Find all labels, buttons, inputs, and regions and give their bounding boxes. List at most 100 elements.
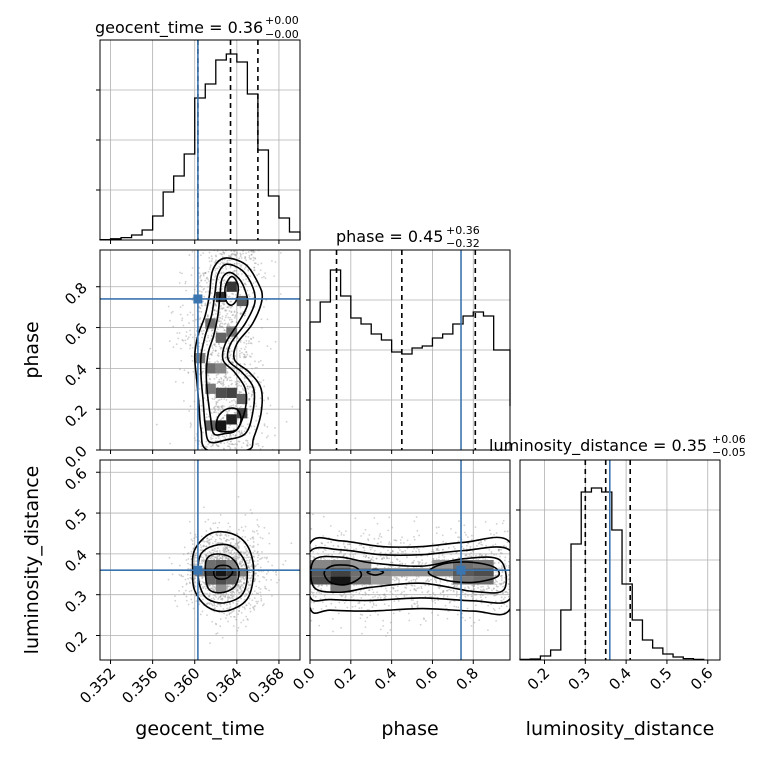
panel-phase-vs-geocent-time-sample-point: [149, 347, 152, 350]
panel-distance-vs-phase-sample-point: [322, 550, 325, 553]
panel-phase-vs-geocent-time-sample-point: [218, 407, 220, 409]
panel-distance-vs-phase-sample-point: [492, 587, 495, 590]
panel-phase-vs-geocent-time-sample-point: [239, 312, 242, 315]
panel-phase-vs-geocent-time-sample-point: [234, 254, 237, 257]
panel-phase-vs-geocent-time-sample-point: [206, 446, 208, 448]
panel-phase-vs-geocent-time-sample-point: [202, 329, 205, 332]
panel-distance-vs-geocent-time-density-cell-2: [226, 560, 237, 569]
ytick-label-luminosity-distance-3: 0.5: [61, 505, 91, 535]
panel-distance-vs-geocent-time-sample-point: [243, 578, 246, 581]
panel-phase-vs-geocent-time-sample-point: [191, 250, 194, 253]
panel-distance-vs-geocent-time-sample-point: [256, 559, 259, 562]
panel-distance-vs-phase-sample-point: [310, 619, 313, 622]
panel-distance-vs-phase-sample-point: [484, 520, 487, 523]
panel-distance-vs-phase-sample-point: [329, 524, 332, 527]
panel-phase-vs-geocent-time-sample-point: [241, 387, 244, 390]
panel-phase-vs-geocent-time-sample-point: [205, 445, 207, 448]
panel-distance-vs-phase-sample-point: [376, 564, 379, 567]
panel-distance-vs-geocent-time-sample-point: [243, 582, 245, 585]
panel-phase-vs-geocent-time-sample-point: [234, 315, 237, 318]
panel-distance-vs-geocent-time-sample-point: [211, 542, 214, 545]
panel-distance-vs-geocent-time-sample-point: [225, 617, 227, 619]
panel-distance-vs-geocent-time-sample-point: [199, 613, 202, 616]
panel-distance-vs-phase-sample-point: [321, 584, 324, 587]
panel-distance-vs-phase-sample-point: [419, 561, 421, 564]
panel-distance-vs-phase-sample-point: [499, 575, 502, 578]
panel-distance-vs-phase-sample-point: [452, 545, 455, 548]
panel-distance-vs-phase-sample-point: [382, 593, 385, 596]
panel-phase-vs-geocent-time-sample-point: [226, 312, 229, 315]
panel-distance-vs-phase-sample-point: [364, 528, 367, 531]
panel-distance-vs-phase-sample-point: [464, 595, 467, 598]
panel-distance-vs-phase-sample-point: [393, 576, 396, 579]
panel-phase-vs-geocent-time-sample-point: [229, 316, 232, 319]
panel-distance-vs-geocent-time-sample-point: [189, 582, 191, 585]
panel-phase-vs-geocent-time-sample-point: [213, 405, 216, 408]
panel-distance-vs-phase-sample-point: [375, 557, 378, 560]
panel-phase-vs-geocent-time-sample-point: [210, 352, 213, 355]
panel-distance-vs-phase-sample-point: [338, 601, 341, 604]
panel-distance-vs-phase-sample-point: [371, 556, 374, 559]
panel-distance-vs-phase-sample-point: [367, 589, 370, 592]
panel-distance-vs-geocent-time-sample-point: [200, 583, 202, 586]
panel-phase-vs-geocent-time-sample-point: [239, 405, 242, 408]
panel-distance-vs-geocent-time-sample-point: [229, 552, 232, 555]
panel-phase-vs-geocent-time-sample-point: [203, 287, 206, 290]
panel-phase-vs-geocent-time-sample-point: [228, 405, 231, 408]
panel-distance-vs-geocent-time-sample-point: [229, 587, 231, 590]
panel-distance-vs-phase-contour-4: [427, 561, 501, 584]
panel-distance-vs-phase-sample-point: [390, 587, 393, 589]
panel-distance-vs-phase-sample-point: [414, 580, 417, 583]
panel-distance-vs-geocent-time-sample-point: [248, 551, 251, 554]
panel-distance-vs-geocent-time-sample-point: [210, 602, 212, 605]
panel-phase-vs-geocent-time-sample-point: [235, 293, 237, 296]
panel-phase-vs-geocent-time-sample-point: [249, 385, 251, 388]
panel-distance-vs-phase-sample-point: [471, 595, 474, 597]
panel-distance-vs-geocent-time-sample-point: [249, 577, 252, 580]
panel-distance-vs-geocent-time-sample-point: [214, 622, 217, 625]
panel-phase-vs-geocent-time-sample-point: [223, 329, 226, 331]
panel-distance-vs-geocent-time-sample-point: [226, 586, 229, 589]
panel-phase-vs-geocent-time-sample-point: [244, 370, 247, 373]
panel-distance-vs-phase-sample-point: [485, 588, 488, 590]
panel-distance-vs-geocent-time-sample-point: [250, 512, 253, 515]
panel-distance-vs-geocent-time-sample-point: [265, 572, 268, 575]
panel-phase-vs-geocent-time-sample-point: [223, 435, 226, 438]
panel-phase-vs-geocent-time-sample-point: [220, 272, 223, 275]
panel-distance-vs-phase-sample-point: [369, 548, 372, 551]
panel-distance-vs-phase-sample-point: [417, 586, 420, 589]
panel-phase-vs-geocent-time-sample-point: [239, 356, 242, 359]
panel-phase-vs-geocent-time-sample-point: [236, 251, 239, 254]
panel-distance-vs-phase-sample-point: [467, 536, 469, 538]
panel-distance-vs-geocent-time-sample-point: [202, 545, 205, 548]
panel-distance-vs-geocent-time-sample-point: [238, 585, 241, 588]
panel-distance-vs-geocent-time-sample-point: [211, 603, 214, 606]
panel-distance-vs-phase-sample-point: [391, 526, 394, 529]
panel-phase-vs-geocent-time-sample-point: [199, 276, 201, 279]
svg-text:−0.32: −0.32: [446, 237, 480, 250]
panel-distance-vs-phase-sample-point: [433, 599, 436, 602]
panel-phase-vs-geocent-time-sample-point: [239, 434, 241, 436]
panel-distance-vs-geocent-time-sample-point: [227, 597, 229, 600]
svg-text:−0.05: −0.05: [712, 446, 746, 459]
panel-distance-vs-phase-sample-point: [380, 558, 383, 561]
panel-distance-vs-geocent-time-sample-point: [235, 546, 238, 549]
panel-phase-vs-geocent-time-sample-point: [229, 433, 231, 436]
panel-distance-vs-geocent-time-sample-point: [255, 564, 257, 567]
panel-distance-vs-geocent-time-sample-point: [247, 562, 250, 565]
panel-phase-vs-geocent-time-sample-point: [204, 380, 207, 383]
panel-distance-vs-phase-sample-point: [371, 606, 374, 609]
panel-distance-vs-geocent-time-sample-point: [263, 576, 266, 579]
panel-distance-vs-phase-sample-point: [378, 594, 381, 597]
panel-distance-vs-phase-sample-point: [439, 580, 442, 583]
panel-distance-vs-geocent-time-sample-point: [232, 556, 235, 559]
panel-phase-vs-geocent-time-sample-point: [191, 346, 194, 349]
panel-distance-vs-phase-sample-point: [502, 598, 505, 601]
panel-distance-vs-phase-sample-point: [404, 578, 407, 581]
panel-phase-vs-geocent-time-sample-point: [228, 273, 231, 275]
panel-distance-vs-geocent-time-sample-point: [229, 603, 232, 606]
panel-phase-vs-geocent-time-sample-point: [218, 281, 221, 284]
panel-distance-vs-phase-sample-point: [432, 550, 435, 553]
panel-phase-vs-geocent-time-sample-point: [208, 256, 211, 259]
panel-distance-vs-geocent-time-sample-point: [236, 602, 239, 605]
